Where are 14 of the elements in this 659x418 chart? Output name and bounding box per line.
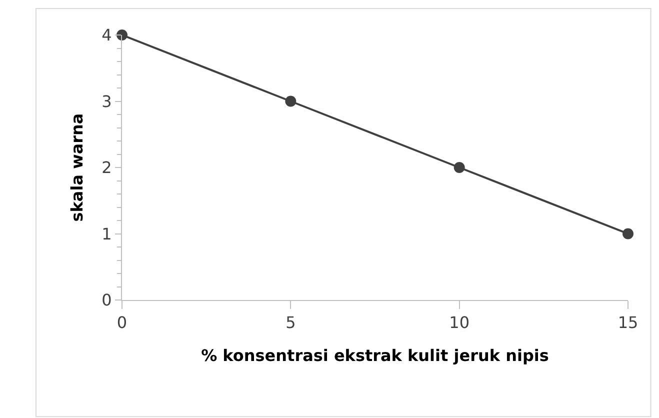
y-tick-label: 4 <box>102 26 112 45</box>
x-tick-label: 0 <box>116 313 128 332</box>
point <box>454 162 465 173</box>
x-tick-label: 5 <box>286 313 296 332</box>
y-tick-label: 2 <box>102 158 112 178</box>
y-tick-label: 1 <box>102 224 112 244</box>
x-tick-label: 10 <box>449 313 470 332</box>
point <box>285 96 296 107</box>
y-tick-label: 3 <box>102 92 112 111</box>
y-tick-label: 0 <box>102 290 112 310</box>
x-axis-title: % konsentrasi ekstrak kulit jeruk nipis <box>201 346 549 365</box>
y-axis-title: skala warna <box>68 113 87 222</box>
x-tick-label: 15 <box>618 313 638 332</box>
point <box>622 228 634 240</box>
